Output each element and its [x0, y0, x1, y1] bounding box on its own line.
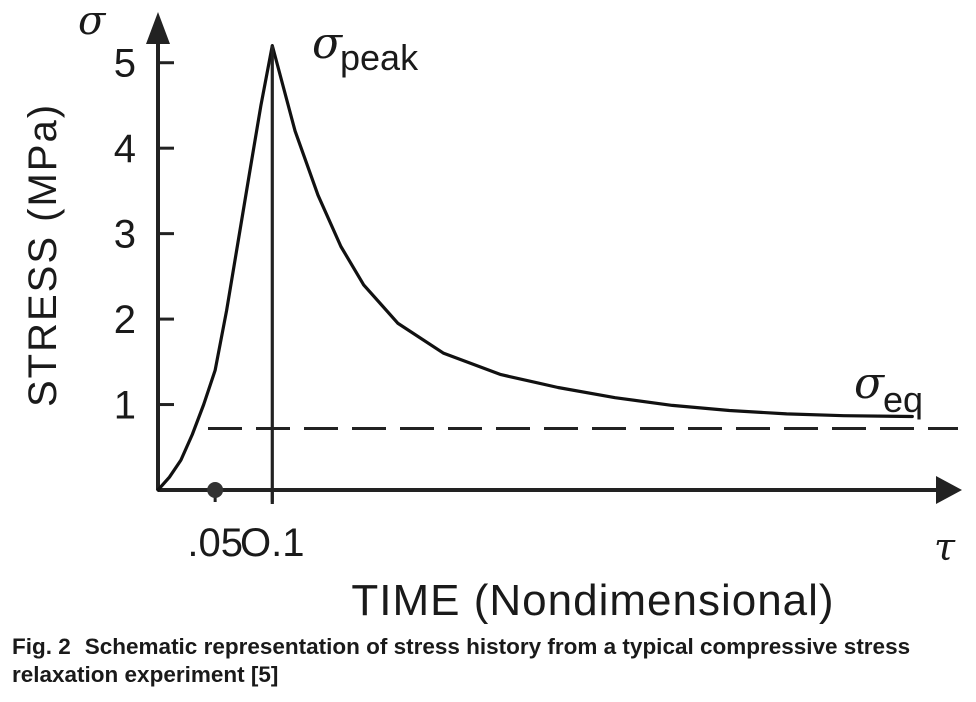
figure-caption: Fig. 2 Schematic representation of stress…: [12, 633, 967, 689]
y-axis-arrow: [146, 12, 170, 44]
x-axis-arrow: [936, 476, 962, 504]
y-tick-label: 5: [114, 42, 136, 86]
peak-annotation: σ peak: [312, 18, 419, 78]
x-marker-dot: [207, 482, 224, 498]
stress-curve: [156, 44, 914, 492]
y-tick-label: 1: [114, 384, 136, 428]
peak-symbol: σ: [312, 18, 344, 69]
equilibrium-symbol: σ: [854, 358, 886, 409]
x-axis-symbol: τ: [934, 525, 956, 569]
figure-number: Fig. 2: [12, 634, 71, 659]
equilibrium-annotation: σ eq: [854, 358, 923, 420]
stress-history-chart: 1 2 3 4 5 .05O.1 σ τ STRESS (MPa) TIME (Nond…: [21, 0, 962, 625]
peak-subscript: peak: [340, 37, 419, 78]
x-tick-label: O.1: [240, 521, 304, 565]
y-tick-label: 4: [114, 127, 136, 171]
equilibrium-subscript: eq: [883, 379, 923, 420]
x-tick-label: .05: [187, 521, 243, 565]
y-tick-label: 3: [114, 213, 136, 257]
y-axis-symbol: σ: [78, 0, 107, 44]
y-axis-label: STRESS (MPa): [21, 103, 65, 407]
y-tick-label: 2: [114, 298, 136, 342]
figure-caption-text: Schematic representation of stress histo…: [12, 634, 911, 687]
x-axis-label: TIME (Nondimensional): [351, 576, 834, 625]
